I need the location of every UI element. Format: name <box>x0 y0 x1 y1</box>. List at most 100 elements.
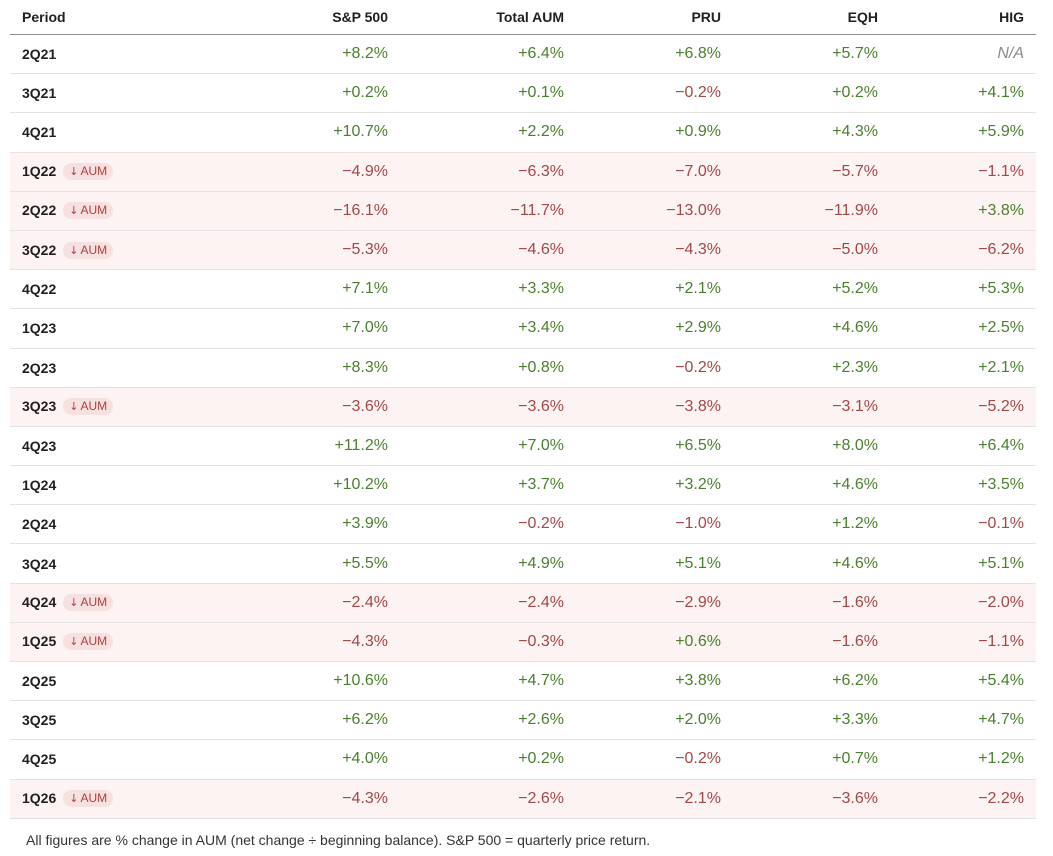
period-label: 1Q22 <box>22 163 57 180</box>
period-label: 3Q22 <box>22 241 57 258</box>
period-cell: 2Q23 <box>10 348 206 388</box>
value-cell-eqh: −1.6% <box>733 622 890 663</box>
value-cell-total-aum: +0.1% <box>400 73 576 114</box>
value-cell-hig: −2.0% <box>890 583 1036 623</box>
period-label: 3Q24 <box>22 555 57 572</box>
value-cell-hig: +5.1% <box>890 543 1036 584</box>
value-cell-pru: −3.8% <box>576 387 733 427</box>
period-cell: 4Q24 ↓ AUM <box>10 583 206 623</box>
value-cell-hig: −1.1% <box>890 622 1036 663</box>
value-cell-sp500: −4.3% <box>206 779 400 819</box>
value-cell-sp500: +10.6% <box>206 661 400 702</box>
period-cell: 3Q22 ↓ AUM <box>10 230 206 271</box>
value-cell-pru: −2.9% <box>576 583 733 623</box>
value-cell-eqh: +4.3% <box>733 112 890 153</box>
value-cell-sp500: −16.1% <box>206 191 400 231</box>
value-cell-hig: +4.1% <box>890 73 1036 114</box>
arrow-down-icon: ↓ <box>69 204 79 218</box>
period-label: 2Q24 <box>22 516 57 533</box>
period-cell: 1Q24 <box>10 465 206 506</box>
value-cell-sp500: −3.6% <box>206 387 400 427</box>
table-body: 2Q21 +8.2% +6.4% +6.8% +5.7% N/A 3Q21 +0.2% +0.1… <box>10 34 1036 819</box>
value-cell-sp500: +3.9% <box>206 504 400 545</box>
value-cell-eqh: +0.2% <box>733 73 890 114</box>
value-cell-total-aum: −6.3% <box>400 152 576 192</box>
value-cell-hig: +1.2% <box>890 739 1036 780</box>
value-cell-total-aum: +3.7% <box>400 465 576 506</box>
period-cell: 4Q22 <box>10 269 206 310</box>
value-cell-hig: +3.8% <box>890 191 1036 231</box>
value-cell-sp500: +6.2% <box>206 700 400 741</box>
value-cell-pru: −0.2% <box>576 739 733 780</box>
arrow-down-icon: ↓ <box>69 400 79 414</box>
value-cell-eqh: +4.6% <box>733 543 890 584</box>
badge-label: AUM <box>80 595 108 610</box>
aum-down-badge: ↓ AUM <box>63 202 114 220</box>
value-cell-eqh: −11.9% <box>733 191 890 231</box>
period-label: 4Q23 <box>22 437 57 454</box>
table-row: 3Q23 ↓ AUM −3.6% −3.6% −3.8% −3.1% −5.2% <box>10 387 1036 427</box>
arrow-down-icon: ↓ <box>69 243 79 257</box>
value-cell-eqh: +0.7% <box>733 739 890 780</box>
value-cell-sp500: −4.3% <box>206 622 400 663</box>
value-cell-hig: −2.2% <box>890 779 1036 819</box>
value-cell-total-aum: +2.2% <box>400 112 576 153</box>
value-cell-eqh: −5.0% <box>733 230 890 271</box>
value-cell-total-aum: +2.6% <box>400 700 576 741</box>
value-cell-hig: +6.4% <box>890 426 1036 467</box>
aum-down-badge: ↓ AUM <box>63 241 114 259</box>
value-cell-total-aum: +0.2% <box>400 739 576 780</box>
badge-label: AUM <box>80 791 108 806</box>
value-cell-eqh: +8.0% <box>733 426 890 467</box>
value-cell-pru: −0.2% <box>576 73 733 114</box>
period-label: 2Q21 <box>22 46 57 63</box>
table-row: 1Q23 +7.0% +3.4% +2.9% +4.6% +2.5% <box>10 308 1036 349</box>
period-label: 4Q21 <box>22 124 57 141</box>
value-cell-eqh: −1.6% <box>733 583 890 623</box>
column-header-sp500: S&P 500 <box>206 0 400 35</box>
value-cell-sp500: +7.1% <box>206 269 400 310</box>
value-cell-hig: −1.1% <box>890 152 1036 192</box>
column-header-period: Period <box>10 0 206 35</box>
value-cell-eqh: +1.2% <box>733 504 890 545</box>
table-row: 1Q26 ↓ AUM −4.3% −2.6% −2.1% −3.6% −2.2% <box>10 779 1036 819</box>
period-cell: 4Q21 <box>10 112 206 153</box>
value-cell-sp500: +7.0% <box>206 308 400 349</box>
value-cell-eqh: +5.7% <box>733 34 890 75</box>
value-cell-sp500: −4.9% <box>206 152 400 192</box>
period-cell: 1Q25 ↓ AUM <box>10 622 206 663</box>
column-header-hig: HIG <box>890 0 1036 35</box>
value-cell-hig: −6.2% <box>890 230 1036 271</box>
table-row: 3Q21 +0.2% +0.1% −0.2% +0.2% +4.1% <box>10 73 1036 114</box>
value-cell-eqh: +3.3% <box>733 700 890 741</box>
value-cell-sp500: +10.2% <box>206 465 400 506</box>
value-cell-hig: +2.5% <box>890 308 1036 349</box>
table-row: 3Q22 ↓ AUM −5.3% −4.6% −4.3% −5.0% −6.2% <box>10 230 1036 271</box>
table-row: 2Q24 +3.9% −0.2% −1.0% +1.2% −0.1% <box>10 504 1036 545</box>
value-cell-pru: −2.1% <box>576 779 733 819</box>
value-cell-pru: +3.2% <box>576 465 733 506</box>
value-cell-hig: +5.4% <box>890 661 1036 702</box>
period-cell: 3Q25 <box>10 700 206 741</box>
period-label: 3Q25 <box>22 712 57 729</box>
table-row: 4Q23 +11.2% +7.0% +6.5% +8.0% +6.4% <box>10 426 1036 467</box>
arrow-down-icon: ↓ <box>69 635 79 649</box>
table-header-row: Period S&P 500 Total AUM PRU EQH HIG <box>10 0 1036 35</box>
badge-label: AUM <box>80 203 108 218</box>
value-cell-pru: −7.0% <box>576 152 733 192</box>
badge-label: AUM <box>80 164 108 179</box>
value-cell-hig: +4.7% <box>890 700 1036 741</box>
value-cell-pru: +0.9% <box>576 112 733 153</box>
period-label: 4Q24 <box>22 594 57 611</box>
value-cell-total-aum: +3.3% <box>400 269 576 310</box>
period-label: 1Q25 <box>22 633 57 650</box>
table-row: 2Q25 +10.6% +4.7% +3.8% +6.2% +5.4% <box>10 661 1036 702</box>
column-header-total-aum: Total AUM <box>400 0 576 35</box>
value-cell-pru: −13.0% <box>576 191 733 231</box>
value-cell-pru: +6.5% <box>576 426 733 467</box>
table-row: 2Q23 +8.3% +0.8% −0.2% +2.3% +2.1% <box>10 348 1036 388</box>
period-label: 2Q22 <box>22 202 57 219</box>
badge-label: AUM <box>80 242 108 257</box>
value-cell-sp500: +0.2% <box>206 73 400 114</box>
value-cell-sp500: +10.7% <box>206 112 400 153</box>
